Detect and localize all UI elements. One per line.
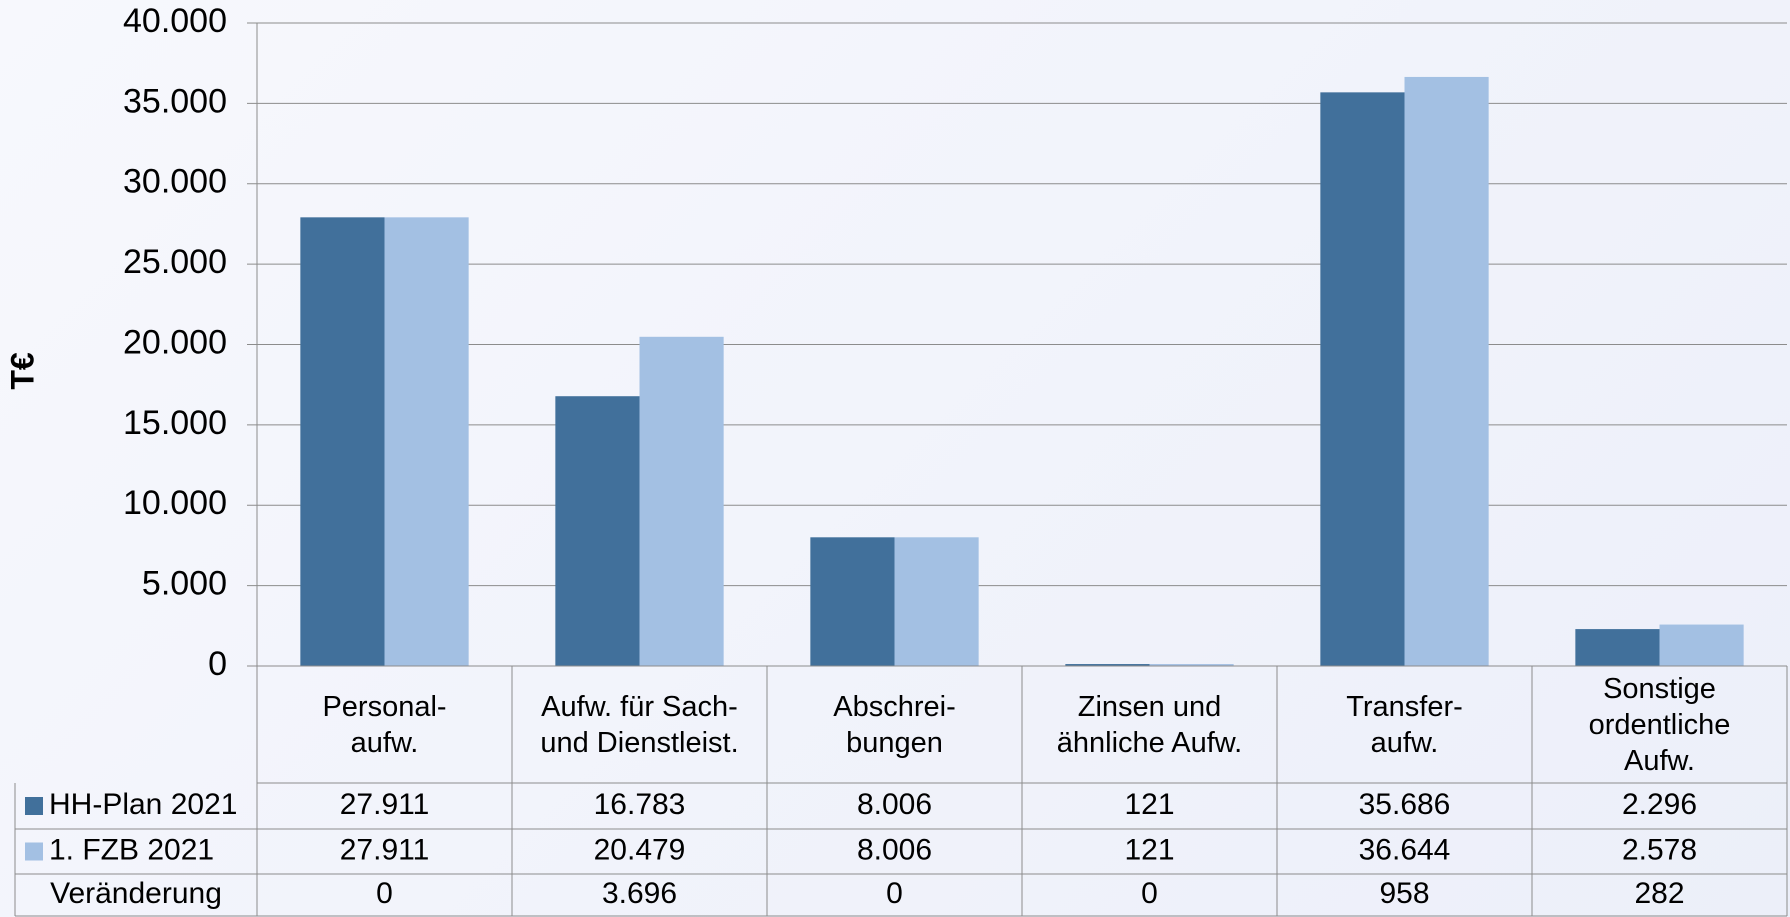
bar bbox=[894, 537, 979, 666]
table-value: 35.686 bbox=[1359, 788, 1451, 821]
y-tick-label: 40.000 bbox=[123, 2, 227, 40]
bar bbox=[1575, 629, 1660, 666]
x-tick-label: Transfer- aufw. bbox=[1346, 690, 1463, 759]
table-value: 16.783 bbox=[594, 788, 686, 821]
row-label: Veränderung bbox=[50, 877, 222, 910]
y-tick-label: 20.000 bbox=[123, 323, 227, 361]
y-tick-label: 25.000 bbox=[123, 243, 227, 281]
table-value: 0 bbox=[886, 877, 903, 910]
y-tick-label: 0 bbox=[208, 645, 227, 683]
y-tick-label: 5.000 bbox=[142, 565, 227, 603]
y-tick-label: 15.000 bbox=[123, 404, 227, 442]
table-value: 958 bbox=[1379, 877, 1429, 910]
bar bbox=[639, 336, 724, 666]
table-value: 27.911 bbox=[340, 788, 430, 821]
y-tick-label: 35.000 bbox=[123, 82, 227, 120]
y-tick-label: 10.000 bbox=[123, 484, 227, 522]
table-value: 0 bbox=[376, 877, 393, 910]
table-value: 36.644 bbox=[1359, 833, 1451, 866]
bar bbox=[555, 396, 640, 666]
x-tick-label: Zinsen und ähnliche Aufw. bbox=[1056, 690, 1243, 759]
bar bbox=[1149, 664, 1234, 666]
bar bbox=[810, 537, 895, 666]
bar bbox=[1404, 76, 1489, 667]
table-value: 27.911 bbox=[340, 833, 430, 866]
table-value: 2.296 bbox=[1622, 788, 1697, 821]
table-value: 121 bbox=[1124, 833, 1174, 866]
bar bbox=[1659, 624, 1744, 666]
y-axis-label: T€ bbox=[4, 352, 40, 390]
bar bbox=[384, 217, 469, 666]
x-tick-label: Sonstige ordentliche Aufw. bbox=[1588, 672, 1731, 777]
bar bbox=[1320, 92, 1405, 667]
bar bbox=[300, 217, 385, 666]
legend-label: 1. FZB 2021 bbox=[49, 833, 214, 866]
table-value: 0 bbox=[1141, 877, 1158, 910]
legend-swatch bbox=[25, 842, 43, 861]
table-value: 3.696 bbox=[602, 877, 677, 910]
legend-swatch bbox=[25, 797, 43, 815]
table-value: 20.479 bbox=[594, 833, 686, 866]
table-value: 8.006 bbox=[857, 788, 932, 821]
table-value: 121 bbox=[1124, 788, 1174, 821]
legend-label: HH-Plan 2021 bbox=[49, 788, 237, 821]
table-value: 282 bbox=[1634, 877, 1684, 910]
y-tick-label: 30.000 bbox=[123, 163, 227, 201]
x-tick-label: Aufw. für Sach- und Dienstleist. bbox=[540, 690, 739, 759]
x-tick-label: Personal- aufw. bbox=[322, 690, 447, 759]
table-value: 8.006 bbox=[857, 833, 932, 866]
bar bbox=[1065, 664, 1150, 666]
table-value: 2.578 bbox=[1622, 833, 1697, 866]
x-tick-label: Abschrei- bungen bbox=[833, 690, 956, 759]
